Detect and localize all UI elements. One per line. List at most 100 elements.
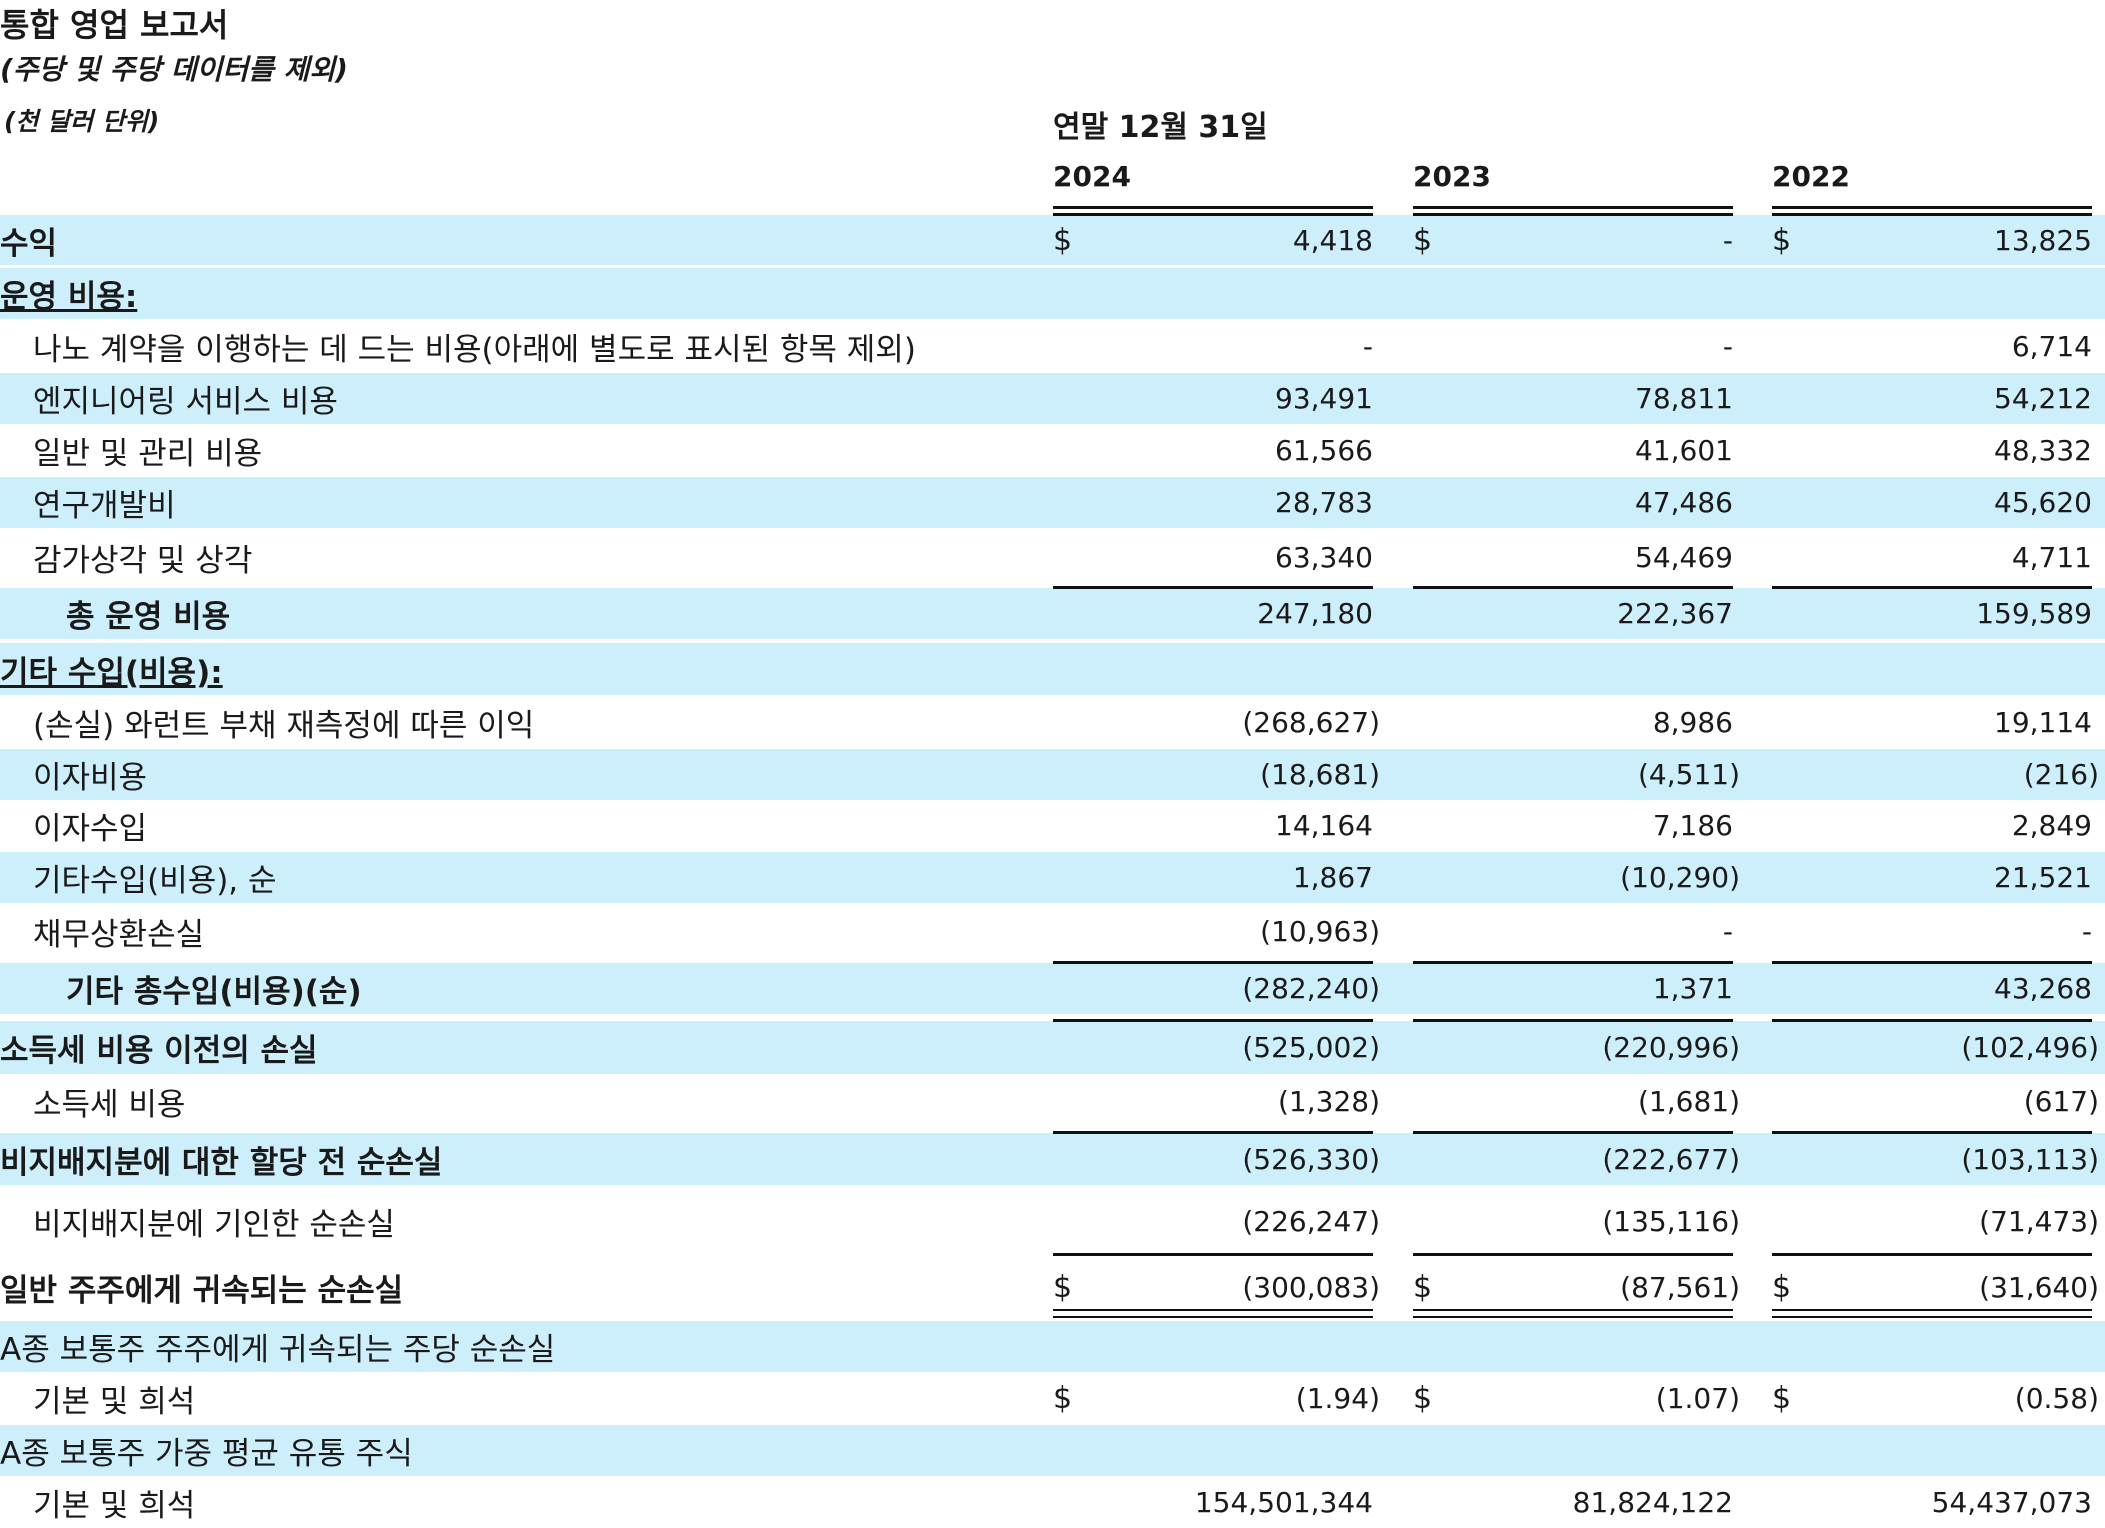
subtotal-rule [1053,1019,1373,1022]
double-underline [1053,1316,1373,1318]
value-cell: (268,627) [1242,706,1380,739]
table-row: 운영 비용: [0,268,2105,319]
subtotal-rule [1413,1019,1733,1022]
table-row: 기본 및 희석 $ (1.94) $ (1.07) $ (0.58) [0,1373,2105,1424]
value-cell: 14,164 [1275,809,1373,842]
value-cell: 2,849 [2011,809,2092,842]
value-cell: (220,996) [1602,1031,1740,1064]
table-row: 비지배지분에 대한 할당 전 순손실 (526,330) (222,677) (103… [0,1133,2105,1185]
table-row: 감가상각 및 상각 63,340 54,469 4,711 [0,530,2105,585]
row-label: 기본 및 희석 [33,1488,196,1524]
double-underline [1413,1316,1733,1318]
value-cell: 222,367 [1617,597,1733,630]
table-row: 수익 $4,418 $ - $13,825 [0,215,2105,265]
row-label: 기본 및 희석 [33,1384,196,1420]
value-cell: 8,986 [1652,706,1733,739]
value-cell: (103,113) [1961,1142,2099,1176]
subtotal-rule [1413,1131,1733,1134]
subtotal-rule [1413,961,1733,964]
row-label: 운영 비용: [0,279,138,315]
value-cell: 7,186 [1652,809,1733,842]
value-cell: 159,589 [1976,597,2092,630]
currency-symbol: $ [1772,1269,1792,1305]
value-cell: 28,783 [1275,486,1373,519]
value-cell: (282,240) [1242,972,1380,1005]
value-cell: (0.58) [2014,1382,2099,1415]
year-2024-header: 2024 [1053,160,1131,193]
row-label: 이자비용 [33,760,148,796]
value-cell: - [1722,223,1733,257]
double-underline [1772,1316,2092,1318]
value-cell: (1,328) [1277,1085,1380,1118]
row-label: (손실) 와런트 부채 재측정에 따른 이익 [33,708,535,744]
value-cell: (4,511) [1637,758,1740,791]
currency-symbol: $ [1413,1381,1433,1416]
table-row: A종 보통주 가중 평균 유통 주식 [0,1425,2105,1476]
currency-symbol: $ [1772,222,1792,258]
row-label: 수익 [0,225,58,262]
value-cell: (10,963) [1260,915,1380,948]
row-label: 소득세 비용 이전의 손실 [0,1033,318,1069]
table-row: A종 보통주 주주에게 귀속되는 주당 순손실 [0,1321,2105,1372]
value-cell: (1.07) [1655,1382,1740,1415]
subtotal-rule [1053,1131,1373,1134]
value-cell: 13,825 [1994,223,2092,257]
value-cell: 54,437,073 [1931,1486,2092,1519]
table-row: 기타 총수입(비용)(순) (282,240) 1,371 43,268 [0,963,2105,1014]
row-label: 총 운영 비용 [66,599,231,635]
value-cell: (1.94) [1295,1382,1380,1415]
year-2022-header: 2022 [1772,160,1850,193]
row-label: A종 보통주 가중 평균 유통 주식 [0,1436,413,1472]
value-cell: (102,496) [1961,1031,2099,1064]
value-cell: (526,330) [1242,1142,1380,1176]
value-cell: 41,601 [1635,434,1733,467]
row-label: 일반 및 관리 비용 [33,436,263,472]
header-rule-2024 [1053,206,1373,209]
currency-symbol: $ [1053,1269,1073,1305]
table-row: 채무상환손실 (10,963) - - [0,904,2105,959]
value-cell: 6,714 [2011,330,2092,363]
currency-symbol: $ [1413,222,1433,258]
subtotal-rule [1053,586,1373,589]
double-underline [1413,1309,1733,1311]
subtotal-rule [1413,213,1733,216]
currency-symbol: $ [1053,222,1073,258]
currency-symbol: $ [1413,1269,1433,1305]
row-label: 비지배지분에 대한 할당 전 순손실 [0,1144,443,1181]
row-label: 기타 총수입(비용)(순) [66,974,362,1010]
value-cell: 63,340 [1275,541,1373,574]
value-cell: 154,501,344 [1194,1486,1373,1519]
value-cell: (71,473) [1979,1205,2099,1238]
double-underline [1053,1309,1373,1311]
row-label: A종 보통주 주주에게 귀속되는 주당 순손실 [0,1332,556,1368]
value-cell: 43,268 [1994,972,2092,1005]
value-cell: 54,469 [1635,541,1733,574]
value-cell: 45,620 [1994,486,2092,519]
subtotal-rule [1772,961,2092,964]
value-cell: 61,566 [1275,434,1373,467]
table-row: 이자수입 14,164 7,186 2,849 [0,800,2105,851]
row-label: 감가상각 및 상각 [33,543,253,579]
subtotal-rule [1053,1253,1373,1256]
double-underline [1772,1309,2092,1311]
value-cell: 247,180 [1257,597,1373,630]
value-cell: 4,711 [2011,541,2092,574]
report-subtitle: (주당 및 주당 데이터를 제외) [0,53,348,86]
table-row: 엔지니어링 서비스 비용 93,491 78,811 54,212 [0,373,2105,424]
table-row: 기본 및 희석 154,501,344 81,824,122 54,437,073 [0,1477,2105,1528]
row-label: 엔지니어링 서비스 비용 [33,384,338,420]
row-label: 기타 수입(비용): [0,654,223,691]
value-cell: (31,640) [1979,1270,2099,1304]
subtotal-rule [1413,1253,1733,1256]
row-label: 채무상환손실 [33,917,205,953]
value-cell: 1,867 [1292,861,1373,894]
year-2023-header: 2023 [1413,160,1491,193]
table-row: 나노 계약을 이행하는 데 드는 비용(아래에 별도로 표시된 항목 제외) - -… [0,321,2105,372]
table-row: 연구개발비 28,783 47,486 45,620 [0,477,2105,528]
table-row: (손실) 와런트 부채 재측정에 따른 이익 (268,627) 8,986 19,1… [0,697,2105,748]
subtotal-rule [1772,213,2092,216]
header-rule-2023 [1413,206,1733,209]
subtotal-rule [1772,1253,2092,1256]
table-row: 일반 주주에게 귀속되는 순손실 $ (300,083) $ (87,561) $ (31,… [0,1255,2105,1319]
